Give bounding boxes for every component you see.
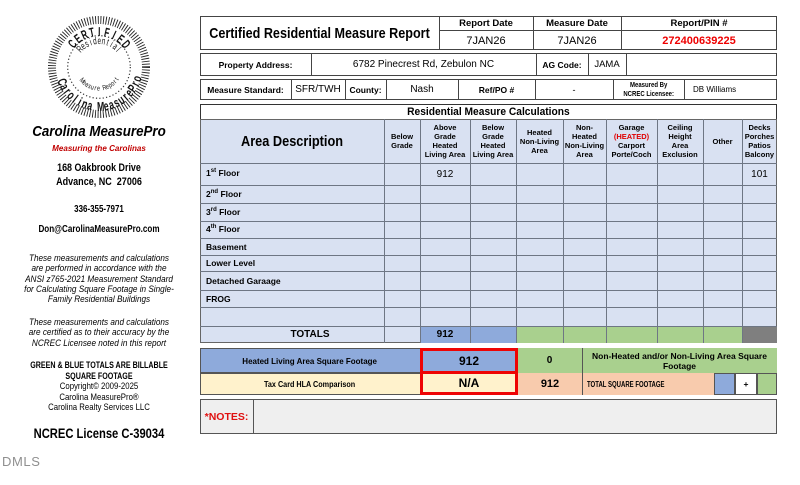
svg-text:l: l (114, 45, 124, 54)
svg-text:C: C (54, 77, 69, 88)
svg-text:e: e (105, 83, 111, 92)
svg-text:n: n (101, 35, 107, 47)
svg-text:a: a (107, 98, 117, 113)
svg-text:o: o (109, 80, 117, 88)
svg-text:I: I (110, 29, 118, 43)
svg-text:e: e (103, 99, 110, 114)
svg-text:o: o (130, 74, 145, 83)
svg-text:t: t (113, 76, 120, 82)
svg-text:F: F (103, 26, 111, 41)
svg-text:a: a (83, 81, 90, 89)
svg-text:i: i (75, 96, 84, 110)
svg-text:s: s (86, 82, 92, 90)
svg-text:u: u (90, 84, 96, 93)
svg-text:M: M (78, 77, 87, 85)
svg-text:s: s (82, 37, 90, 49)
svg-text:e: e (97, 34, 101, 46)
svg-text:e: e (78, 40, 88, 52)
svg-text:l: l (70, 93, 80, 106)
svg-text:s: s (111, 96, 122, 111)
svg-text:M: M (97, 100, 105, 114)
svg-text:T: T (88, 26, 96, 41)
svg-text:a: a (110, 40, 120, 52)
svg-text:i: i (108, 38, 115, 49)
svg-text:a: a (86, 99, 95, 114)
svg-text:n: n (79, 97, 89, 112)
svg-text:r: r (112, 78, 119, 85)
svg-text:e: e (80, 79, 88, 87)
svg-text:I: I (98, 25, 100, 39)
svg-text:r: r (60, 86, 74, 98)
svg-text:d: d (92, 35, 98, 47)
svg-text:i: i (88, 36, 93, 48)
svg-text:p: p (107, 81, 114, 89)
svg-text:e: e (97, 85, 101, 93)
svg-text:t: t (105, 36, 111, 48)
svg-text:r: r (94, 85, 97, 93)
svg-text:R: R (102, 84, 108, 93)
svg-text:r: r (129, 79, 143, 88)
svg-text:R: R (79, 28, 90, 44)
svg-text:R: R (74, 43, 86, 54)
svg-text:a: a (57, 82, 72, 94)
